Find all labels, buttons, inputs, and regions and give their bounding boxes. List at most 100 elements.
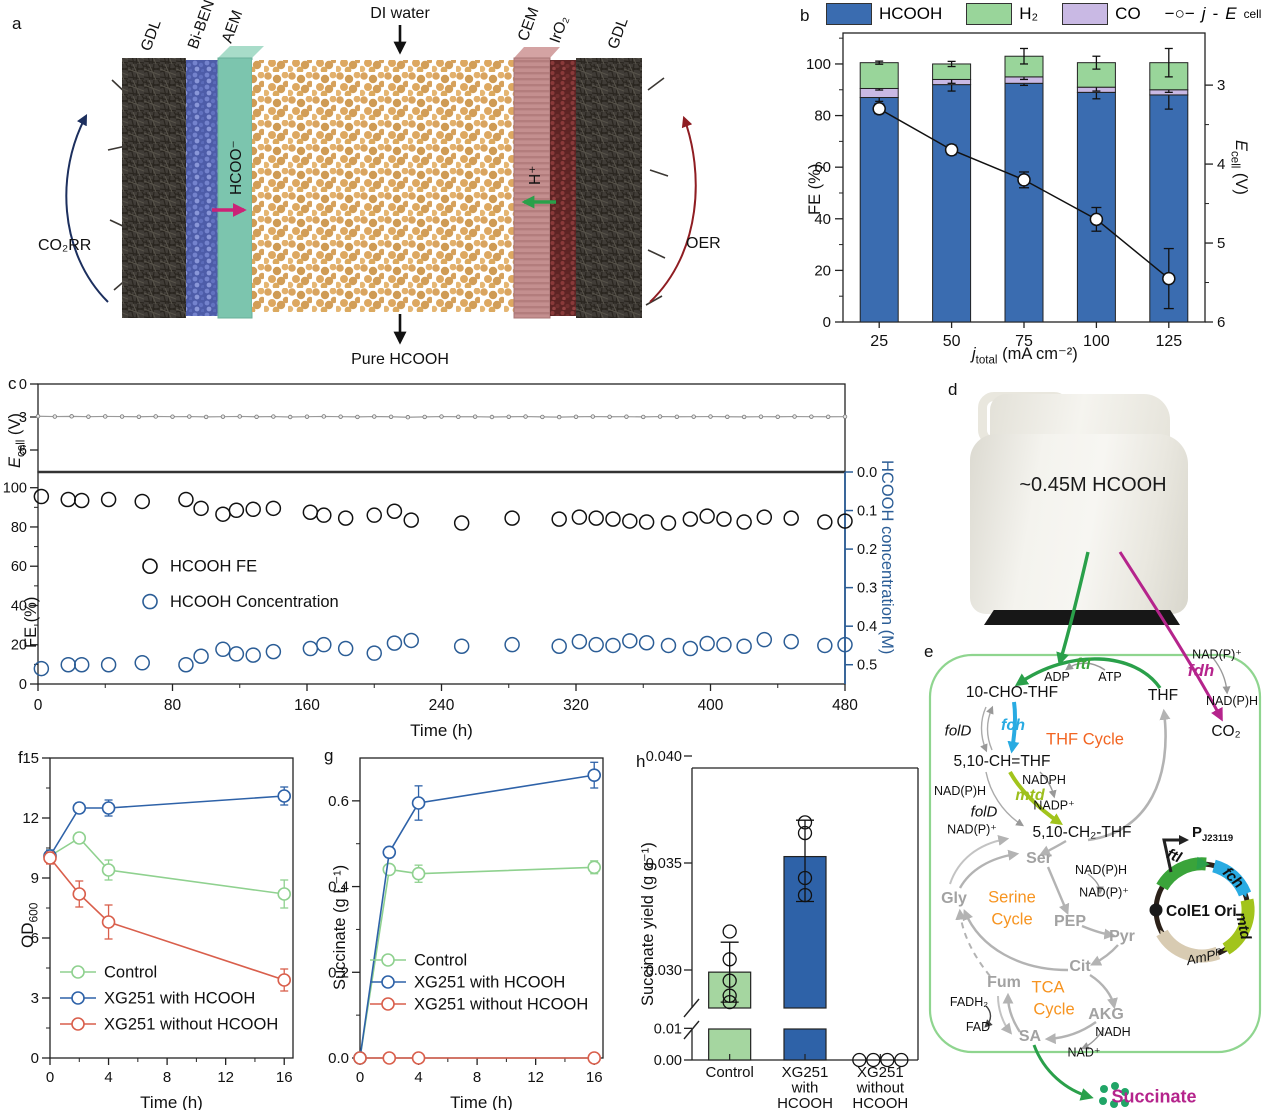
fch-arrow <box>1007 701 1020 754</box>
tick-label: 0 <box>31 1050 39 1067</box>
fe-point <box>366 507 382 523</box>
point-XG251 without HCOOH <box>353 1051 367 1065</box>
ecell-point <box>1089 212 1104 227</box>
data-point <box>894 1052 909 1068</box>
trace-point <box>741 414 747 420</box>
nadp-plus-1-label: NAD(P)⁺ <box>1192 647 1242 662</box>
point-Control <box>277 887 292 901</box>
bar-HCOOH <box>932 84 972 323</box>
plasmid-fch-gene <box>1211 859 1252 898</box>
tick-label: 50 <box>943 333 961 350</box>
point-XG251 without HCOOH <box>43 851 57 865</box>
thf-label: THF <box>1147 687 1179 704</box>
ser-label: Ser <box>1026 850 1052 867</box>
trace-point <box>271 414 276 419</box>
trace-point <box>472 414 478 419</box>
trace-point <box>338 414 343 419</box>
tick-label: 80 <box>164 697 182 714</box>
fe-point <box>245 501 261 518</box>
x-cat-label: Control <box>705 1064 753 1081</box>
tick-label: 100 <box>3 481 27 497</box>
tick-label: 3 <box>19 410 27 426</box>
sa-succinate-arrow <box>1032 1044 1094 1101</box>
fe-point <box>403 512 419 528</box>
aem-layer <box>217 57 253 319</box>
hcooh-swatch <box>826 3 872 25</box>
trace-point <box>775 414 780 419</box>
tick-label: 3 <box>31 990 39 1007</box>
panel-a-schematic: GDL Bi-BEN AEM CEM IrO₂ GDL DI water Pur… <box>38 0 721 368</box>
nadph-arc <box>1039 771 1057 799</box>
data-point <box>797 815 813 830</box>
tca-cycle-label-1: TCA <box>1031 978 1065 997</box>
point-Control <box>411 866 426 881</box>
conc-point <box>571 633 588 650</box>
fe-point <box>571 509 588 525</box>
fe-point <box>551 511 567 527</box>
panel-b-ylabel: FE (%) <box>806 163 824 215</box>
iro2-label: IrO₂ <box>547 14 572 46</box>
thf-cycle-label: THF Cycle <box>1046 730 1124 749</box>
conc-point <box>660 637 677 654</box>
seg-error <box>875 60 884 65</box>
legend-marker <box>381 997 395 1011</box>
fadh2-fad-arc <box>984 1005 993 1028</box>
tick-label: 80 <box>11 520 27 536</box>
tick-label: 12 <box>22 810 39 827</box>
h-plus-label: H⁺ <box>527 166 544 185</box>
trace-point <box>422 414 427 420</box>
trace-point <box>607 414 612 419</box>
fe-point <box>302 504 319 520</box>
gly-label: Gly <box>941 890 967 907</box>
conc-point <box>60 656 77 673</box>
panel-f-chart: 0 3 6 9 12 15 0 4 8 12 16 Time (h) Control XG251 with… <box>22 750 294 1110</box>
conc-point <box>756 631 773 648</box>
point-XG251 with HCOOH <box>101 801 116 815</box>
cit-label: Cit <box>1069 958 1091 975</box>
sa-fum-arrow <box>1002 992 1021 1033</box>
panel-a-letter: a <box>12 14 22 33</box>
trace-point <box>86 414 91 419</box>
conc-point <box>682 640 699 657</box>
ser-pep-arrow <box>1046 866 1070 916</box>
adp-label: ADP <box>1044 670 1070 684</box>
tick-label: 0.4 <box>328 879 349 896</box>
data-point <box>866 1052 881 1068</box>
tick-label: 25 <box>870 333 888 350</box>
data-point <box>852 1052 867 1068</box>
data-point <box>797 870 813 886</box>
fe-point <box>60 491 77 508</box>
ecell-point <box>1162 271 1176 286</box>
tick-label: 20 <box>11 638 27 654</box>
oer-arrow <box>649 115 697 303</box>
ftl-arrow <box>1014 657 1162 689</box>
fe-point <box>228 502 245 519</box>
panel-b-ylabel-right: Ecell (V) <box>1228 140 1250 195</box>
atp-adp-arc <box>1065 662 1106 671</box>
data-point <box>880 1052 895 1068</box>
trace-point <box>523 414 528 419</box>
legend-j: j <box>1201 4 1206 23</box>
conc-point <box>699 635 715 652</box>
mtd-arrow <box>1008 771 1063 826</box>
seg-error <box>1164 47 1173 78</box>
conc-point <box>588 636 604 653</box>
legend-marker <box>71 965 85 979</box>
ecell-point <box>872 102 886 116</box>
trace-point <box>103 414 108 419</box>
tick-label: 8 <box>163 1069 171 1086</box>
plasmid-mtd-gene <box>1222 898 1255 955</box>
point-XG251 with HCOOH <box>277 789 292 803</box>
tick-label: 0 <box>823 314 831 331</box>
tick-label: 6 <box>1217 314 1225 331</box>
panel-f-ylabel: OD600 <box>18 902 41 948</box>
trace-point <box>708 414 713 419</box>
legend-marker <box>381 975 395 989</box>
panel-c-letter: c <box>8 374 17 393</box>
trace-point <box>825 414 831 419</box>
cycle-return-arrow <box>962 908 1069 972</box>
nadph-2-label: NAD(P)H <box>933 784 987 798</box>
conc-point <box>716 636 732 653</box>
fe-point <box>682 511 699 527</box>
trace-point <box>203 414 209 420</box>
